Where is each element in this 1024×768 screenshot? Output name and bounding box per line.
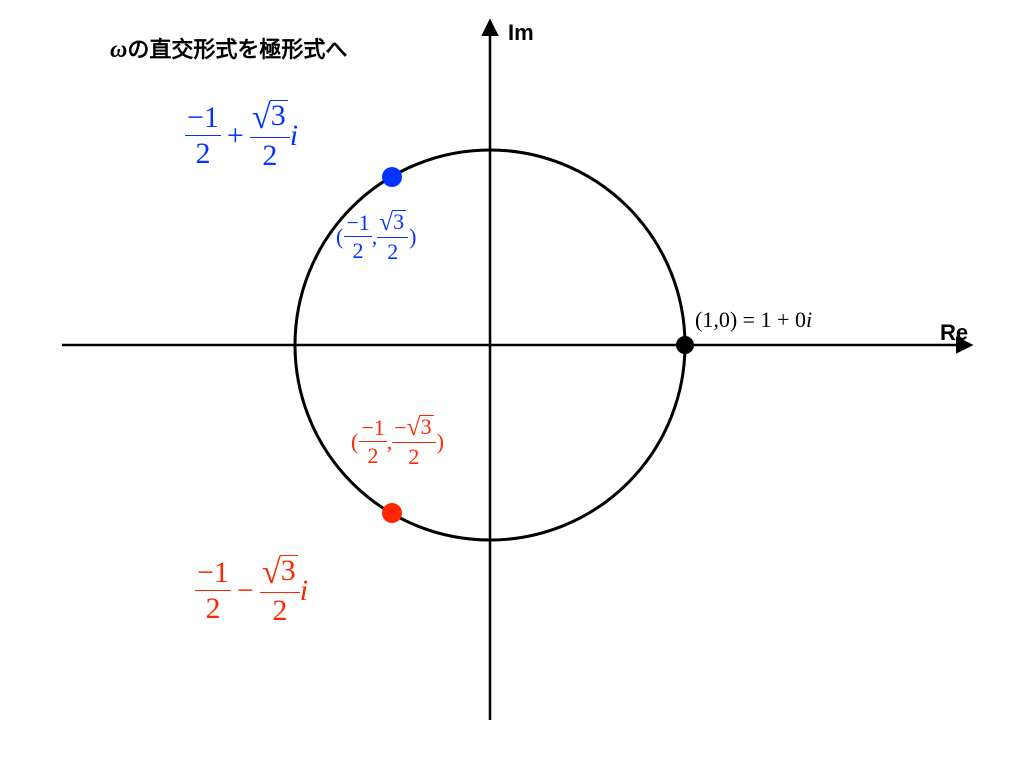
page-title: ωの直交形式を極形式へ xyxy=(110,32,347,64)
point-one xyxy=(676,336,694,354)
re-axis-label: Re xyxy=(940,320,968,346)
im-axis-label: Im xyxy=(508,20,534,46)
expr-omega: −12+√32i xyxy=(185,100,298,171)
complex-plane xyxy=(0,0,1024,768)
coord-omega: (−12,√32) xyxy=(335,210,417,263)
point-omega-conj xyxy=(382,503,402,523)
coord-omega-conj: (−12,−√32) xyxy=(350,415,445,468)
label-one: (1,0) = 1 + 0i xyxy=(695,305,812,333)
expr-omega-conj: −12−√32i xyxy=(195,555,308,626)
omega-symbol: ω xyxy=(110,37,127,63)
point-omega xyxy=(382,167,402,187)
title-text: の直交形式を極形式へ xyxy=(127,37,347,62)
